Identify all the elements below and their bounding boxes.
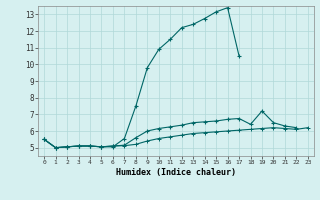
X-axis label: Humidex (Indice chaleur): Humidex (Indice chaleur) xyxy=(116,168,236,177)
